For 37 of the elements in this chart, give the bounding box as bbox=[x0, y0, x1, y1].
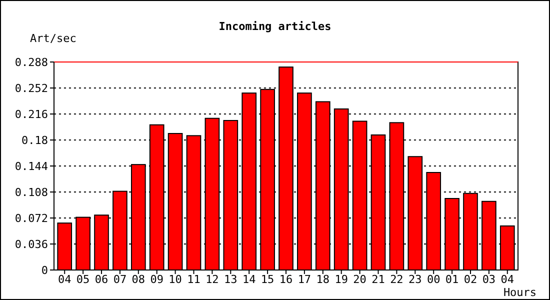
y-tick-label: 0.144 bbox=[14, 160, 48, 173]
x-tick-label: 05 bbox=[76, 273, 90, 286]
x-axis-title: Hours bbox=[503, 286, 537, 299]
y-tick-label: 0.288 bbox=[14, 56, 48, 69]
y-tick-label: 0.18 bbox=[22, 134, 48, 147]
x-tick-label: 12 bbox=[206, 273, 219, 286]
x-tick-label: 19 bbox=[334, 273, 348, 286]
x-tick-label: 15 bbox=[260, 273, 274, 286]
chart-title: Incoming articles bbox=[218, 20, 332, 33]
y-tick-label: 0.216 bbox=[14, 108, 48, 121]
x-tick-label: 03 bbox=[482, 273, 496, 286]
x-tick-label: 04 bbox=[58, 273, 72, 286]
y-tick-label: 0.036 bbox=[14, 238, 48, 251]
x-tick-label: 04 bbox=[500, 273, 514, 286]
x-tick-label: 13 bbox=[224, 273, 238, 286]
x-tick-label: 10 bbox=[168, 273, 182, 286]
x-tick-label: 21 bbox=[372, 273, 385, 286]
x-tick-label: 00 bbox=[426, 273, 440, 286]
x-tick-label: 09 bbox=[150, 273, 164, 286]
x-tick-label: 16 bbox=[279, 273, 293, 286]
x-tick-label: 07 bbox=[113, 273, 127, 286]
x-tick-label: 17 bbox=[298, 273, 312, 286]
x-tick-label: 14 bbox=[242, 273, 256, 286]
x-tick-label: 06 bbox=[94, 273, 108, 286]
x-tick-label: 11 bbox=[187, 273, 200, 286]
x-tick-label: 22 bbox=[390, 273, 404, 286]
y-axis-title: Art/sec bbox=[30, 32, 76, 45]
y-tick-label: 0.108 bbox=[14, 186, 48, 199]
y-tick-label: 0 bbox=[41, 264, 48, 277]
x-tick-label: 01 bbox=[445, 273, 459, 286]
x-tick-label: 18 bbox=[316, 273, 330, 286]
x-tick-label: 08 bbox=[132, 273, 146, 286]
y-tick-label: 0.252 bbox=[14, 82, 48, 95]
x-tick-label: 20 bbox=[353, 273, 366, 286]
x-tick-label: 23 bbox=[408, 273, 422, 286]
x-tick-label: 02 bbox=[464, 273, 478, 286]
y-tick-label: 0.072 bbox=[14, 212, 48, 225]
